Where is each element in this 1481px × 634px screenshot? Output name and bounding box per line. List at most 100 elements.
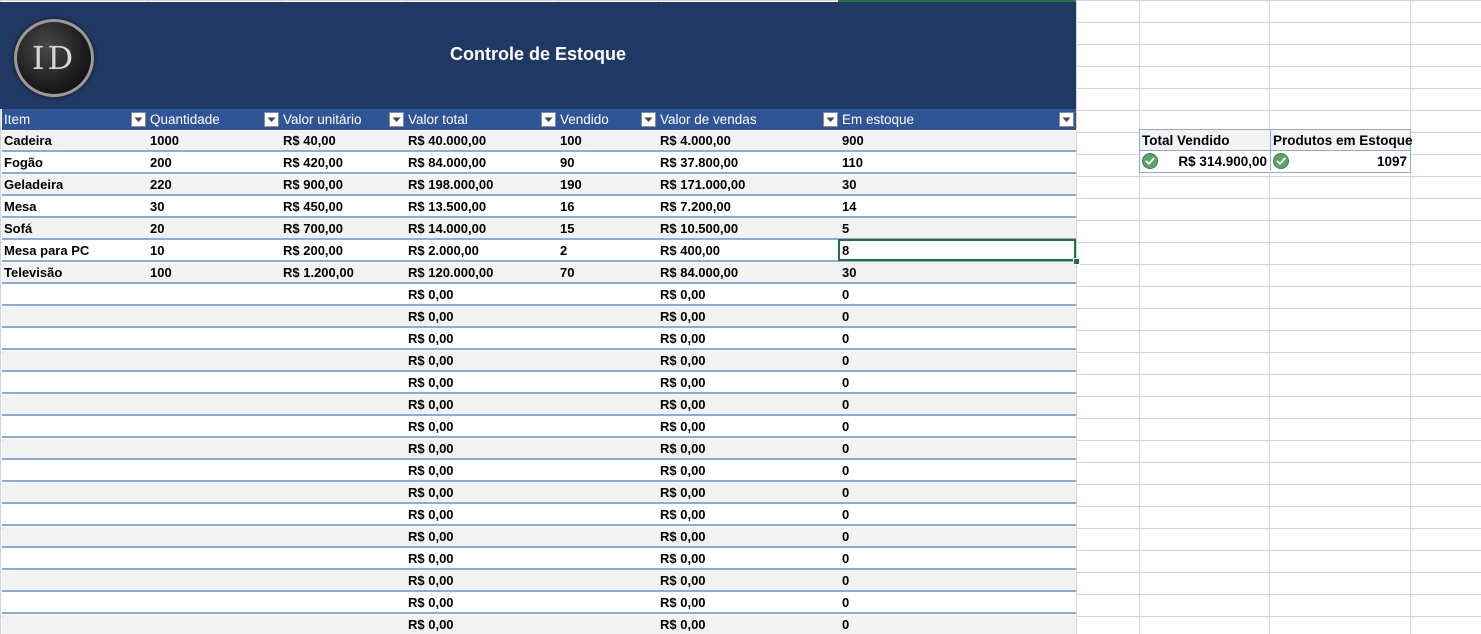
table-cell[interactable] [148,329,281,348]
table-cell[interactable]: 0 [842,441,850,456]
table-cell[interactable] [281,505,406,524]
table-cell[interactable]: 30 [150,199,165,214]
table-cell[interactable]: R$ 0,00 [660,529,706,544]
table-cell[interactable]: R$ 7.200,00 [660,199,731,214]
table-cell[interactable]: Geladeira [4,177,64,192]
table-cell[interactable]: R$ 0,00 [660,419,706,434]
table-cell[interactable] [148,351,281,370]
table-cell[interactable] [281,417,406,436]
table-cell[interactable] [281,461,406,480]
table-cell[interactable] [2,483,148,502]
table-cell[interactable]: R$ 0,00 [660,331,706,346]
table-cell[interactable] [558,307,658,326]
in-stock-cell[interactable]: 1097 [1271,151,1410,171]
table-cell[interactable]: 70 [560,265,575,280]
table-cell[interactable]: 90 [560,155,575,170]
filter-dropdown-button[interactable] [823,112,838,127]
table-cell[interactable] [281,395,406,414]
table-cell[interactable]: 2 [560,243,568,258]
table-cell[interactable]: 0 [842,507,850,522]
filter-dropdown-button[interactable] [541,112,556,127]
table-cell[interactable] [2,505,148,524]
table-cell[interactable]: R$ 198.000,00 [408,177,494,192]
table-cell[interactable] [148,483,281,502]
table-cell[interactable] [281,307,406,326]
table-cell[interactable] [148,439,281,458]
column-header[interactable]: Valor total [406,109,558,130]
table-cell[interactable]: R$ 400,00 [660,243,720,258]
table-cell[interactable]: 20 [150,221,165,236]
column-header[interactable]: Vendido [558,109,658,130]
table-cell[interactable]: R$ 40.000,00 [408,133,487,148]
table-cell[interactable]: R$ 0,00 [408,331,454,346]
table-cell[interactable] [281,351,406,370]
table-cell[interactable]: 220 [150,177,172,192]
column-header[interactable]: Valor unitário [281,109,406,130]
table-cell[interactable]: 0 [842,595,850,610]
table-cell[interactable] [2,285,148,304]
table-cell[interactable] [148,527,281,546]
table-cell[interactable] [148,505,281,524]
table-cell[interactable]: 0 [842,463,850,478]
table-cell[interactable]: 14 [842,199,857,214]
table-cell[interactable]: 8 [842,243,850,258]
table-cell[interactable]: R$ 0,00 [660,375,706,390]
table-cell[interactable]: R$ 0,00 [408,353,454,368]
table-cell[interactable] [558,527,658,546]
table-cell[interactable] [2,307,148,326]
table-cell[interactable]: R$ 200,00 [283,243,343,258]
table-cell[interactable]: 1000 [150,133,179,148]
table-cell[interactable]: R$ 0,00 [408,287,454,302]
table-cell[interactable]: 16 [560,199,575,214]
table-cell[interactable] [558,505,658,524]
table-cell[interactable] [148,571,281,590]
table-cell[interactable] [148,285,281,304]
table-cell[interactable]: R$ 84.000,00 [660,265,739,280]
table-cell[interactable]: 0 [842,617,850,632]
table-cell[interactable] [558,571,658,590]
total-sold-label[interactable]: Total Vendido [1140,130,1271,150]
table-cell[interactable] [281,483,406,502]
table-cell[interactable]: 0 [842,551,850,566]
table-cell[interactable]: 0 [842,331,850,346]
table-cell[interactable]: R$ 0,00 [408,529,454,544]
table-cell[interactable]: Fogão [4,155,43,170]
table-cell[interactable]: R$ 0,00 [408,309,454,324]
column-header[interactable]: Valor de vendas [658,109,840,130]
column-header[interactable]: Em estoque [840,109,1076,130]
table-cell[interactable]: 110 [842,155,863,170]
table-cell[interactable]: 0 [842,375,850,390]
table-cell[interactable] [558,439,658,458]
table-cell[interactable]: R$ 900,00 [283,177,343,192]
column-header[interactable]: Item [2,109,148,130]
table-cell[interactable]: R$ 10.500,00 [660,221,739,236]
table-cell[interactable] [558,285,658,304]
table-cell[interactable]: R$ 0,00 [408,419,454,434]
table-cell[interactable]: 190 [560,177,582,192]
table-cell[interactable] [2,329,148,348]
table-cell[interactable] [2,417,148,436]
table-cell[interactable]: R$ 0,00 [408,375,454,390]
table-cell[interactable]: R$ 0,00 [660,573,706,588]
table-cell[interactable] [281,439,406,458]
table-cell[interactable]: Televisão [4,265,63,280]
table-cell[interactable]: R$ 450,00 [283,199,343,214]
table-cell[interactable]: R$ 0,00 [408,573,454,588]
table-cell[interactable]: R$ 0,00 [660,617,706,632]
table-cell[interactable] [558,461,658,480]
table-cell[interactable]: R$ 0,00 [408,595,454,610]
total-sold-cell[interactable]: R$ 314.900,00 [1140,151,1271,171]
table-cell[interactable] [2,571,148,590]
table-cell[interactable]: R$ 0,00 [408,485,454,500]
table-cell[interactable]: R$ 13.500,00 [408,199,487,214]
table-cell[interactable]: R$ 0,00 [660,551,706,566]
table-cell[interactable]: R$ 14.000,00 [408,221,487,236]
table-cell[interactable] [148,395,281,414]
column-header[interactable]: Quantidade [148,109,281,130]
table-cell[interactable]: R$ 0,00 [660,441,706,456]
table-cell[interactable] [2,439,148,458]
table-cell[interactable] [558,395,658,414]
table-cell[interactable]: R$ 0,00 [660,485,706,500]
table-cell[interactable]: R$ 0,00 [660,595,706,610]
table-cell[interactable] [148,615,281,634]
